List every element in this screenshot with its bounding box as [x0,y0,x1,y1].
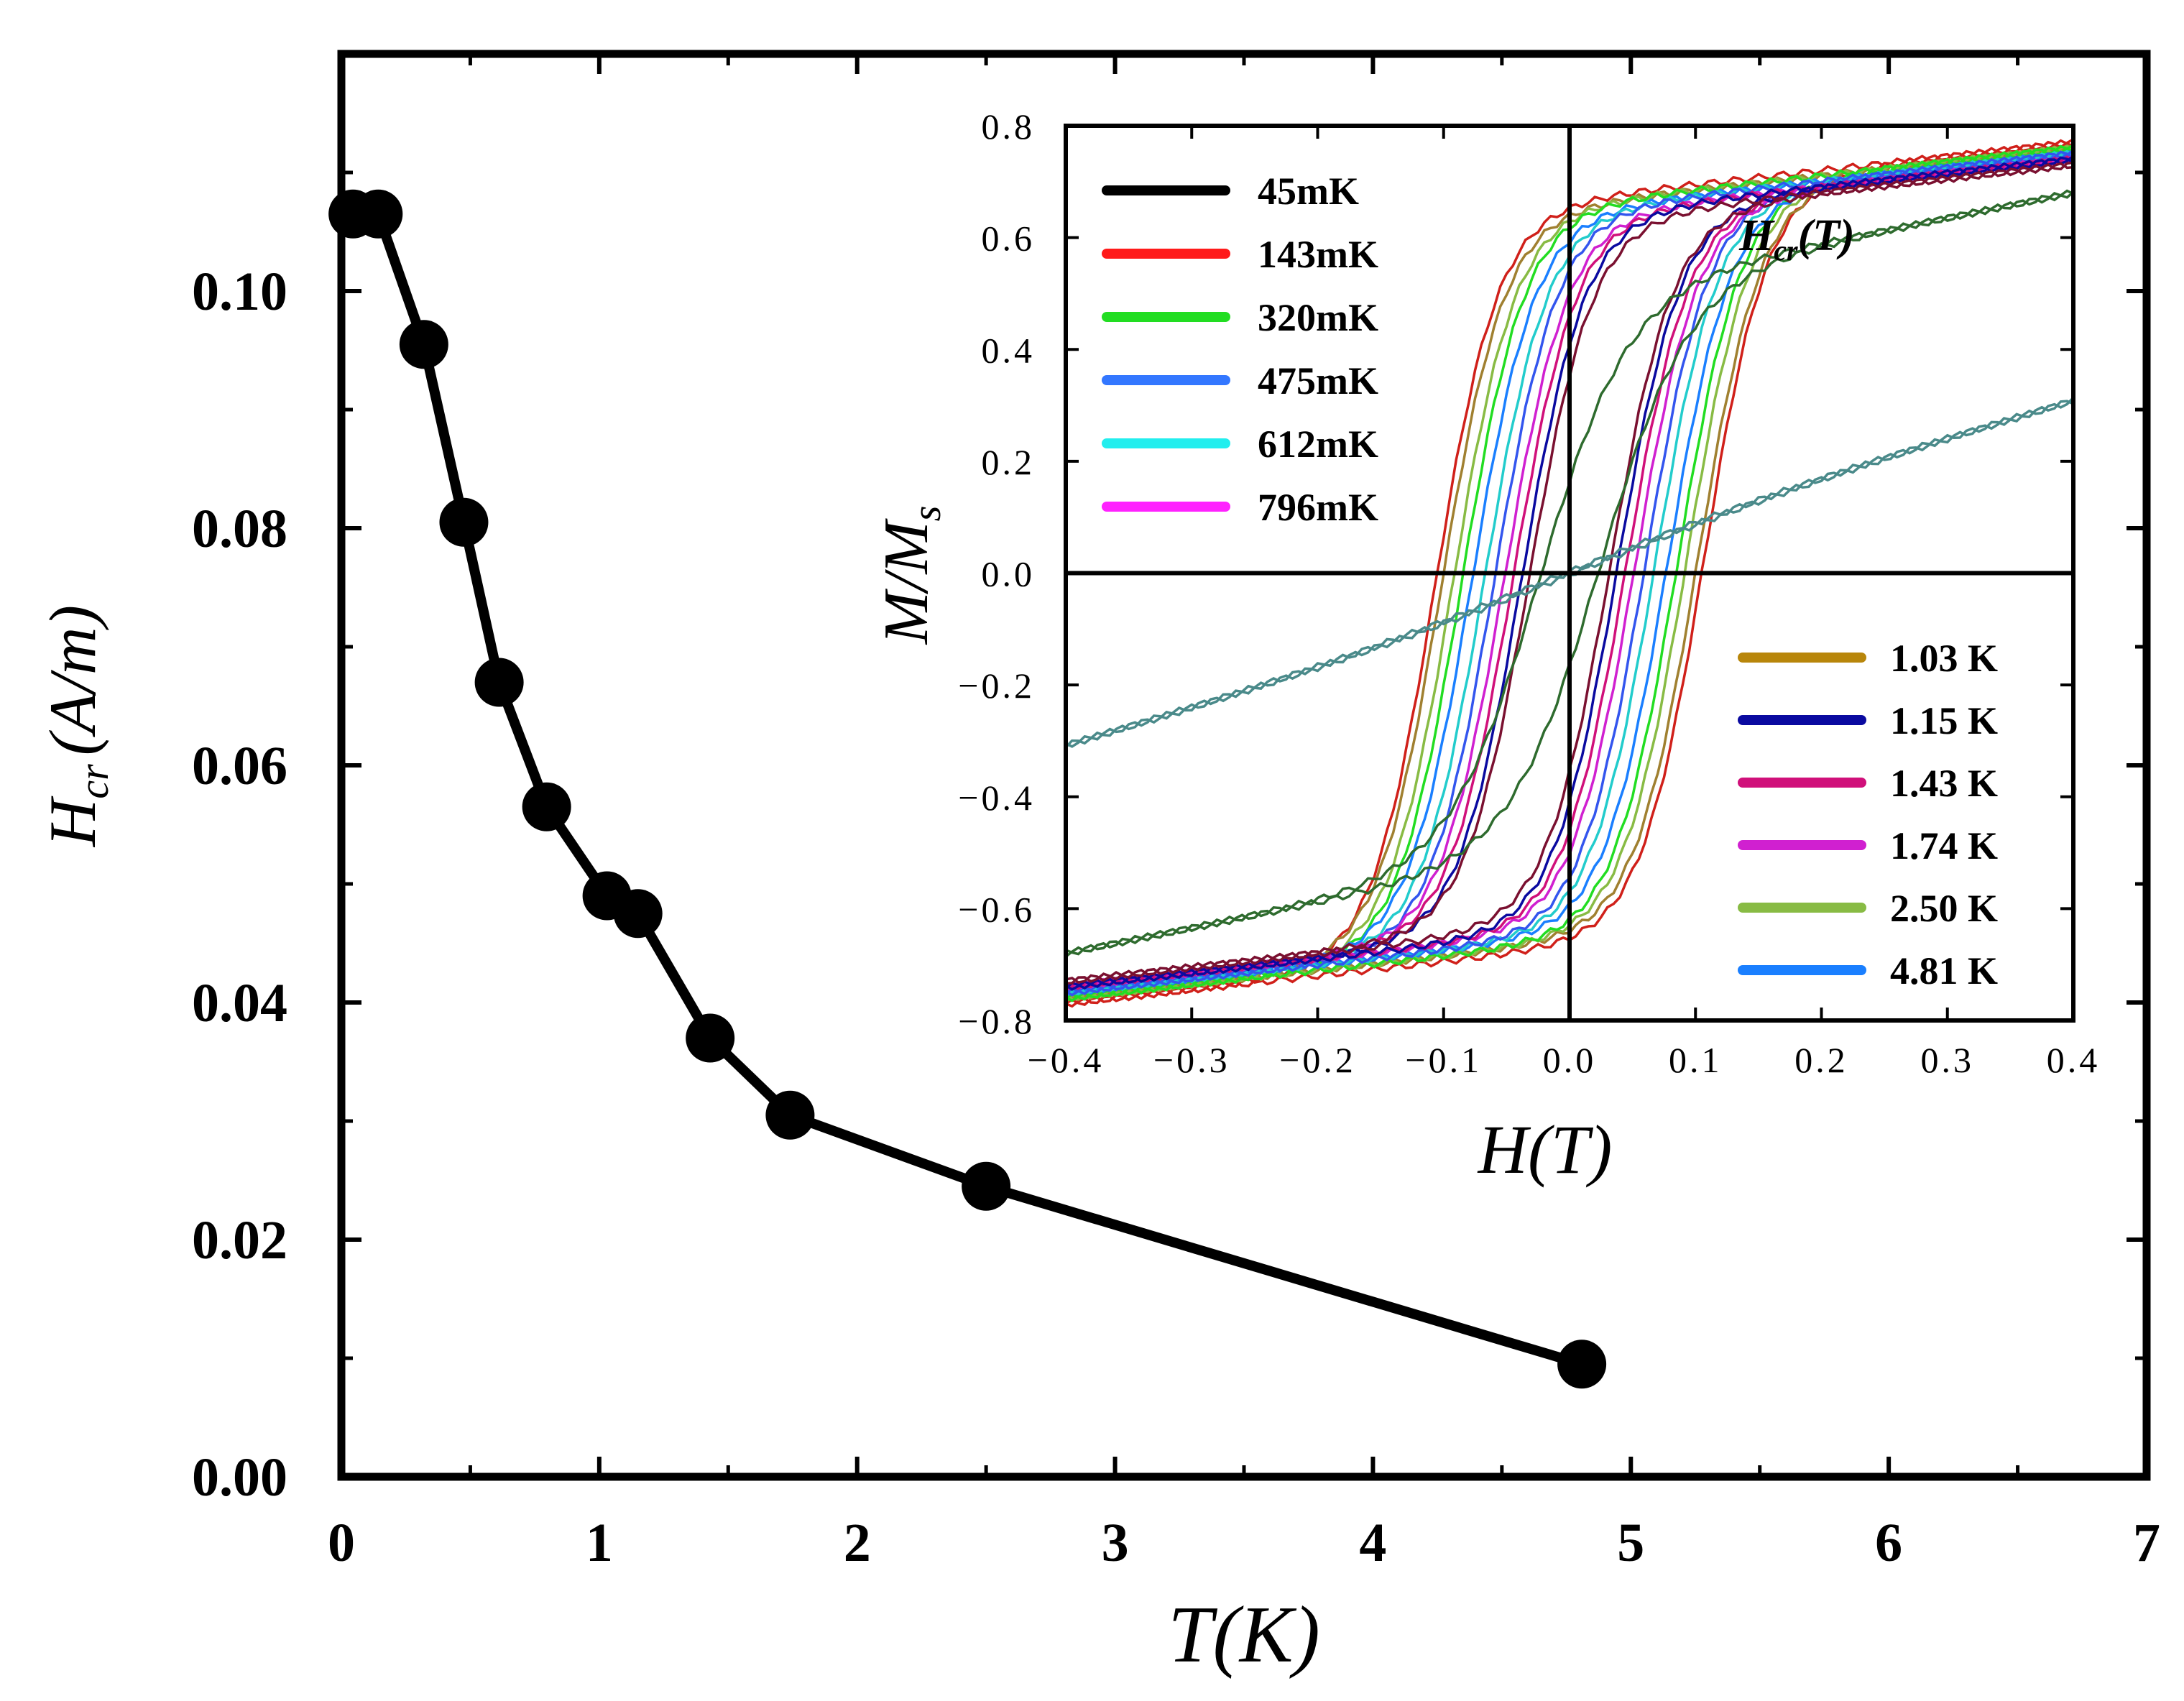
inset-annotation-sub: cr [1774,234,1798,267]
inset-y-tick-label: −0.8 [958,1001,1035,1041]
inset-x-tick-label: −0.4 [1028,1040,1105,1080]
main-data-point [765,1090,815,1140]
inset-tick-labels: −0.4 −0.3 −0.2 −0.1 0.0 0.1 0.2 0.3 0.4 −0.8 −0.6 −… [958,106,2101,1080]
inset-x-tick-label: 0.3 [1921,1040,1975,1080]
inset-x-axis-label: H(T) [1477,1111,1613,1188]
inset-x-tick-label: 0.1 [1669,1040,1723,1080]
main-x-tick-label: 5 [1617,1513,1644,1573]
main-y-tick-label: 0.10 [192,262,287,322]
inset-zero-lines [1066,126,2073,1020]
main-x-tick-label: 1 [586,1513,613,1573]
inset-annotation-main: H [1738,211,1775,260]
legend-label: 45mK [1258,170,1359,213]
main-data-point [399,320,448,369]
main-data-point [474,658,524,707]
legend-label: 475mK [1258,359,1378,402]
main-chart: 0 1 2 3 4 5 6 7 0.00 0.02 0.04 0.06 0.08 0.10 T(K) Hc… [36,50,2160,1679]
inset-y-axis-label: M/Ms [872,506,949,646]
main-y-tick-label: 0.00 [192,1447,287,1508]
main-y-tick-label: 0.02 [192,1210,287,1271]
main-x-tick-label: 2 [844,1513,871,1573]
inset-tick-marks [1064,124,2075,1022]
main-x-tick-label: 6 [1875,1513,1902,1573]
main-tick-labels: 0 1 2 3 4 5 6 7 0.00 0.02 0.04 0.06 0.08 0.10 [192,262,2160,1573]
main-y-axis-label-sub: cr [70,764,117,799]
inset-annotation-rest: (T) [1798,211,1855,260]
inset-chart: −0.4 −0.3 −0.2 −0.1 0.0 0.1 0.2 0.3 0.4 −0.8 −0.6 −… [872,106,2101,1188]
inset-x-tick-label: −0.2 [1279,1040,1356,1080]
main-data-point [439,497,489,547]
main-plot-frame [337,50,2151,1481]
legend-label: 1.03 K [1890,637,1998,680]
inset-y-tick-label: 0.0 [982,554,1036,594]
main-data-point [613,889,663,939]
main-series-group [328,189,1607,1389]
main-data-point [522,782,571,831]
inset-y-tick-label: −0.4 [958,778,1035,818]
legend-label: 143mK [1258,233,1378,276]
inset-x-tick-label: 0.0 [1543,1040,1597,1080]
main-y-tick-label: 0.06 [192,736,287,796]
main-y-axis-label-main: H [36,796,109,847]
inset-y-tick-label: −0.6 [958,889,1035,929]
main-y-axis-label: Hcr (A/m) [36,605,117,847]
inset-x-tick-label: −0.1 [1405,1040,1482,1080]
main-data-point [354,189,403,239]
main-data-point [962,1161,1011,1211]
main-data-point [686,1013,735,1063]
inset-x-tick-label: 0.2 [1794,1040,1848,1080]
legend-label: 2.50 K [1890,887,1998,930]
inset-y-tick-label: −0.2 [958,665,1035,706]
legend-label: 320mK [1258,296,1378,339]
main-y-axis-label-unit: (A/m) [36,605,109,755]
inset-y-axis-label-main: M/M [872,518,941,646]
inset-y-axis-label-sub: s [905,506,949,522]
inset-x-tick-label: −0.3 [1153,1040,1230,1080]
inset-y-tick-label: 0.6 [982,218,1036,259]
inset-y-tick-label: 0.4 [982,330,1036,370]
main-x-tick-label: 3 [1102,1513,1129,1573]
legend-label: 1.43 K [1890,762,1998,805]
legend-label: 612mK [1258,423,1378,466]
legend-label: 1.74 K [1890,824,1998,867]
inset-y-tick-label: 0.8 [982,106,1036,147]
main-y-tick-label: 0.04 [192,973,287,1033]
main-data-point [1557,1340,1607,1389]
inset-y-tick-label: 0.2 [982,442,1036,482]
legend-label: 796mK [1258,486,1378,529]
main-x-axis-label: T(K) [1168,1590,1320,1679]
main-x-tick-label: 4 [1359,1513,1386,1573]
inset-annotation: Hcr(T) [1738,211,1855,267]
main-x-tick-label: 0 [328,1513,355,1573]
main-x-tick-label: 7 [2133,1513,2160,1573]
inset-x-tick-label: 0.4 [2047,1040,2101,1080]
main-y-tick-label: 0.08 [192,499,287,559]
legend-label: 4.81 K [1890,949,1998,992]
inset-legend: 45mK 143mK 320mK 475mK 612mK 796mK 1.03 K 1.15 … [1102,170,1998,992]
legend-label: 1.15 K [1890,699,1998,742]
